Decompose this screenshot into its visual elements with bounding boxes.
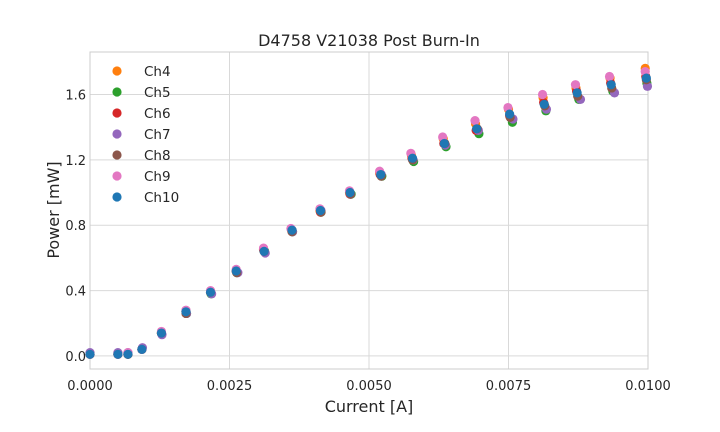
legend-label: Ch10 xyxy=(144,190,179,206)
legend-label: Ch9 xyxy=(144,169,171,185)
data-point xyxy=(181,307,191,317)
tick-labels: 0.0000 0.0025 0.0050 0.0075 0.0100 0.0 0.4 0.8 1… xyxy=(65,88,670,394)
legend-marker xyxy=(112,129,122,139)
x-tick-label: 0.0050 xyxy=(346,379,392,394)
data-point xyxy=(606,80,616,90)
y-tick-label: 1.6 xyxy=(65,88,86,103)
data-point xyxy=(572,88,582,98)
legend-marker xyxy=(112,150,122,160)
data-point xyxy=(113,349,123,359)
x-tick-label: 0.0000 xyxy=(67,379,113,394)
data-point xyxy=(259,246,269,256)
x-tick-label: 0.0075 xyxy=(486,379,532,394)
data-point xyxy=(123,349,133,359)
data-point xyxy=(472,124,482,134)
data-point xyxy=(376,169,386,180)
y-tick-label: 0.0 xyxy=(65,350,86,365)
legend-marker xyxy=(112,66,122,76)
legend-marker xyxy=(112,108,122,118)
data-point xyxy=(439,138,449,149)
legend-label: Ch5 xyxy=(144,85,171,101)
y-tick-label: 1.2 xyxy=(65,154,86,169)
legend-marker xyxy=(112,171,122,181)
legend-marker xyxy=(112,87,122,97)
data-point xyxy=(156,328,167,338)
plot-border xyxy=(89,51,649,370)
legend-label: Ch8 xyxy=(144,148,171,164)
grid xyxy=(89,51,649,370)
data-point xyxy=(345,187,355,198)
data-point xyxy=(539,99,549,109)
legend-label: Ch4 xyxy=(144,64,171,80)
chart-title: D4758 V21038 Post Burn-In xyxy=(258,31,480,50)
x-axis-label: Current [A] xyxy=(325,397,414,416)
x-tick-label: 0.0025 xyxy=(207,379,253,394)
data-point xyxy=(231,266,241,276)
data-point xyxy=(537,89,548,100)
data-point xyxy=(641,73,651,83)
data-point xyxy=(205,287,216,297)
series-ch10 xyxy=(85,73,651,359)
legend-label: Ch6 xyxy=(144,106,171,122)
y-tick-label: 0.4 xyxy=(65,285,86,300)
y-axis-label: Power [mW] xyxy=(44,161,63,258)
data-point xyxy=(604,71,615,82)
data-points xyxy=(85,63,653,359)
data-point xyxy=(470,116,480,126)
legend-marker xyxy=(112,192,122,202)
data-point xyxy=(407,153,418,163)
data-point xyxy=(85,349,95,359)
legend-label: Ch7 xyxy=(144,127,171,143)
data-point xyxy=(570,80,581,90)
y-tick-label: 0.8 xyxy=(65,219,86,234)
data-point xyxy=(137,344,147,354)
data-point xyxy=(287,225,297,235)
legend: Ch4 Ch5 Ch6 Ch7 Ch8 Ch9 Ch10 xyxy=(112,64,179,206)
x-tick-label: 0.0100 xyxy=(625,379,671,394)
data-point xyxy=(315,205,326,216)
data-point xyxy=(505,109,515,119)
